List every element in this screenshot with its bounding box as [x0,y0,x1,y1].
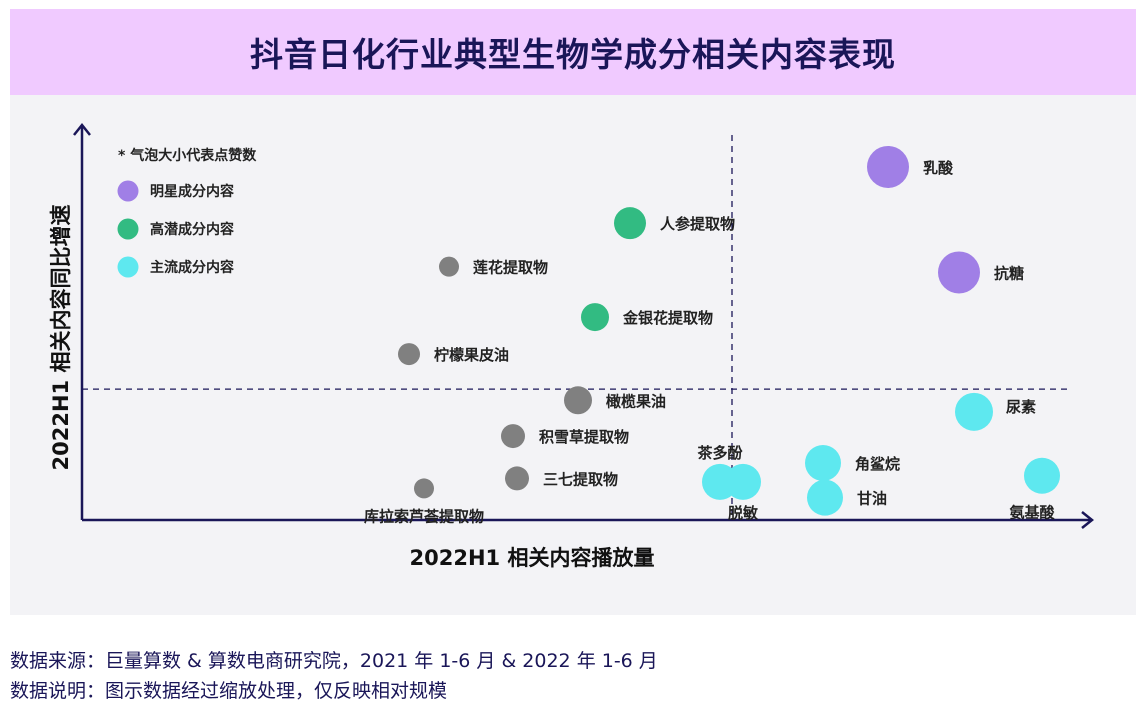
bubble-label-3: 人参提取物 [660,215,735,233]
legend-swatch-1 [117,180,139,202]
bubble-8 [501,424,525,449]
bubble-10 [414,478,434,499]
bubble-2 [938,251,980,294]
y-axis-label: 2022H1 相关内容同比增速 [49,205,73,471]
legend-label-3: 主流成分内容 [150,259,234,276]
chart-title: 抖音日化行业典型生物学成分相关内容表现 [250,35,896,74]
bubble-label-6: 柠檬果皮油 [434,346,509,364]
bubble-label-13: 甘油 [857,490,887,508]
legend-swatch-2 [117,218,139,240]
data-note-footnote: 数据说明：图示数据经过缩放处理，仅反映相对规模 [10,680,448,702]
bubble-1 [867,145,909,188]
bubble-label-1: 乳酸 [923,159,954,177]
bubble-label-8: 积雪草提取物 [539,428,629,446]
bubble-13 [807,479,843,516]
points-layer [398,145,1060,516]
bubble-label-9: 三七提取物 [543,470,618,488]
legend-label-1: 明星成分内容 [150,183,234,200]
legend-label-2: 高潜成分内容 [150,221,234,238]
bubble-6 [398,343,420,366]
legend-swatch-3 [117,256,139,278]
y-axis-arrow [73,122,91,136]
bubble-label-5: 莲花提取物 [473,259,548,277]
bubble-label-16: 脱敏 [728,504,759,522]
bubble-4 [581,303,609,332]
bubble-label-7: 橄榄果油 [606,392,666,410]
legend-note: * 气泡大小代表点赞数 [118,147,257,164]
bubble-7 [564,386,592,415]
x-axis-arrow [1081,511,1095,529]
bubble-label-15: 茶多酚 [697,444,743,462]
source-footnote: 数据来源：巨量算数 & 算数电商研究院，2021 年 1-6 月 & 2022 … [10,650,658,672]
bubble-3 [614,207,646,240]
bubble-label-14: 氨基酸 [1009,504,1055,522]
bubble-label-11: 尿素 [1006,398,1036,416]
bubble-16 [725,463,761,500]
chart-panel: 2022H1 相关内容播放量 2022H1 相关内容同比增速 乳酸抗糖 人参提取物金… [10,95,1136,615]
axes-layer: 2022H1 相关内容播放量 2022H1 相关内容同比增速 [49,122,1095,570]
bubble-label-4: 金银花提取物 [622,309,713,327]
bubble-14 [1024,457,1060,494]
quadrant-dividers [82,135,1067,520]
bubble-label-12: 角鲨烷 [855,455,900,473]
bubble-9 [505,466,529,491]
x-axis-label: 2022H1 相关内容播放量 [410,546,655,570]
bubble-11 [955,392,993,431]
bubble-label-10: 库拉索芦荟提取物 [364,507,484,525]
bubble-12 [805,445,841,482]
title-banner: 抖音日化行业典型生物学成分相关内容表现 [10,9,1136,95]
bubble-label-2: 抗糖 [994,264,1024,282]
bubble-5 [439,256,459,277]
